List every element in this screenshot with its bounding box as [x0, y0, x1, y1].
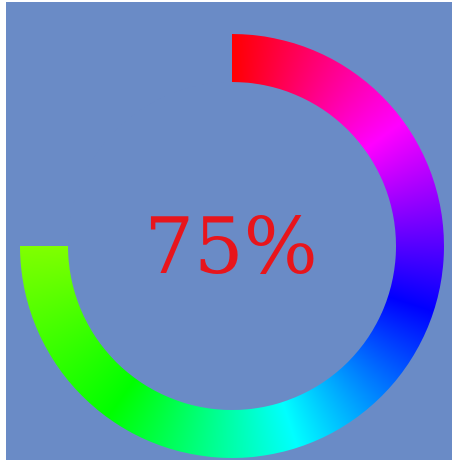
progress-panel: 75% — [6, 2, 452, 460]
progress-ring-center — [68, 82, 396, 410]
progress-percent-label: 75% — [144, 202, 318, 292]
